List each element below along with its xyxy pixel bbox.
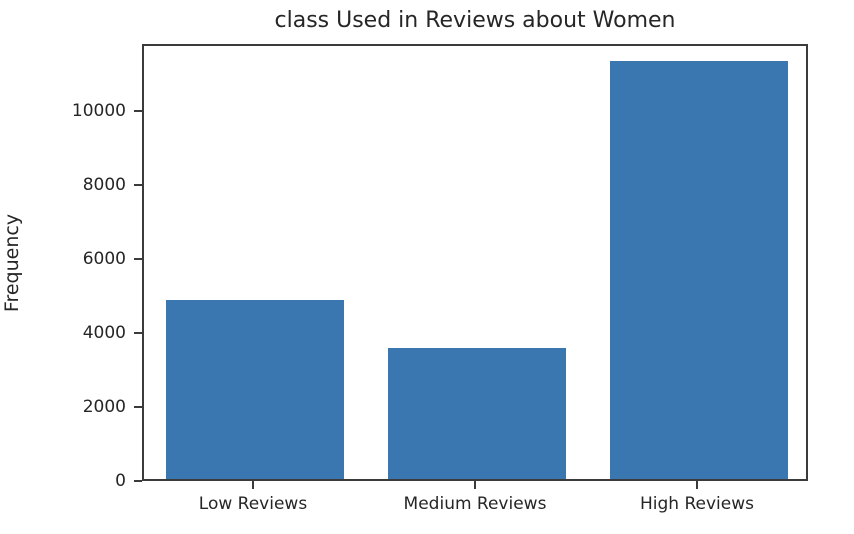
x-tick-mark [252, 481, 254, 489]
plot-area [142, 44, 808, 481]
y-tick-mark [134, 109, 142, 112]
y-tick-mark [134, 405, 142, 408]
x-tick-label: Low Reviews [198, 494, 308, 514]
y-tick-mark [134, 480, 142, 482]
x-tick-label: High Reviews [640, 494, 754, 514]
y-tick-label: 4000 [82, 322, 126, 343]
y-tick-label: 2000 [82, 396, 126, 417]
x-tick-mark [474, 481, 476, 489]
y-tick-mark [134, 183, 142, 186]
chart-title: class Used in Reviews about Women [274, 8, 676, 33]
y-tick-label: 10000 [71, 100, 126, 121]
y-tick-mark [134, 331, 142, 334]
bar-medium-reviews [388, 347, 566, 479]
x-tick-mark [696, 481, 698, 489]
x-tick-label: Medium Reviews [403, 494, 547, 514]
y-tick-label: 6000 [82, 248, 126, 269]
bar-low-reviews [166, 299, 344, 479]
y-tick-label: 0 [115, 471, 126, 491]
y-tick-label: 8000 [82, 174, 126, 195]
bar-high-reviews [610, 60, 788, 479]
y-tick-mark [134, 257, 142, 260]
